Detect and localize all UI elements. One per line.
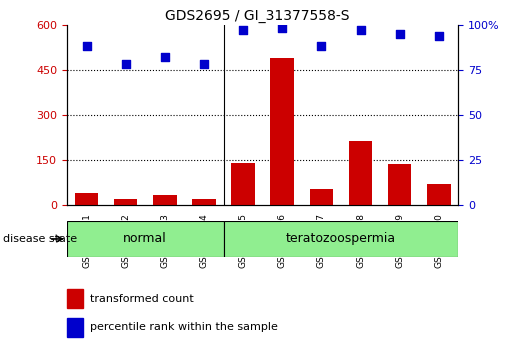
Bar xyxy=(270,58,294,205)
Point xyxy=(82,44,91,49)
Bar xyxy=(67,289,82,308)
Bar xyxy=(114,199,138,205)
Text: GDS2695 / GI_31377558-S: GDS2695 / GI_31377558-S xyxy=(165,9,350,23)
Point xyxy=(317,44,325,49)
Point xyxy=(239,27,247,33)
Text: disease state: disease state xyxy=(3,234,77,244)
Text: transformed count: transformed count xyxy=(91,294,194,304)
FancyBboxPatch shape xyxy=(67,221,224,257)
Bar xyxy=(67,318,82,337)
Text: teratozoospermia: teratozoospermia xyxy=(286,233,396,245)
Point xyxy=(278,25,286,31)
Point xyxy=(396,31,404,37)
Point xyxy=(435,33,443,39)
Bar xyxy=(153,195,177,205)
Point xyxy=(161,55,169,60)
Bar xyxy=(349,141,372,205)
Text: normal: normal xyxy=(124,233,167,245)
Text: percentile rank within the sample: percentile rank within the sample xyxy=(91,322,278,332)
Bar xyxy=(310,189,333,205)
Bar xyxy=(75,193,98,205)
Point xyxy=(200,62,208,67)
Point xyxy=(122,62,130,67)
Bar xyxy=(231,163,255,205)
Bar xyxy=(427,184,451,205)
Bar xyxy=(388,164,411,205)
FancyBboxPatch shape xyxy=(224,221,458,257)
Point xyxy=(356,27,365,33)
Bar xyxy=(192,199,216,205)
